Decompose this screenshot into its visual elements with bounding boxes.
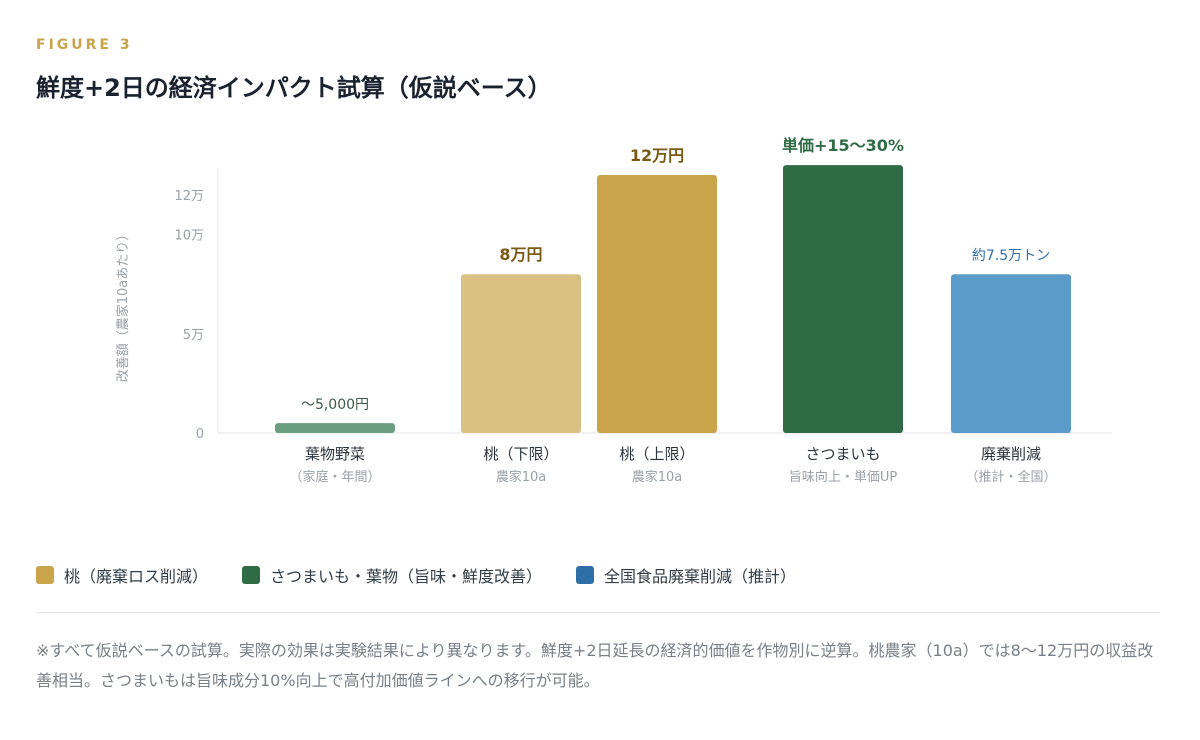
x-tick-label: さつまいも <box>805 445 880 463</box>
data-label: 約7.5万トン <box>972 248 1050 264</box>
legend-swatch-peach <box>36 566 54 584</box>
chart-legend: 桃（廃棄ロス削減） さつまいも・葉物（旨味・鮮度改善） 全国食品廃棄削減（推計） <box>36 563 830 587</box>
footnote: ※すべて仮説ベースの試算。実際の効果は実験結果により異なります。鮮度+2日延長の… <box>36 641 1154 690</box>
bar <box>461 274 581 433</box>
x-tick-sublabel: 旨味向上・単価UP <box>789 469 898 485</box>
x-tick-sublabel: （推計・全国） <box>965 469 1056 485</box>
figure-label: FIGURE 3 <box>36 37 133 53</box>
y-tick-label: 12万 <box>174 189 204 204</box>
y-axis-title: 改善額（農家10aあたり） <box>115 228 131 383</box>
x-tick-sublabel: 農家10a <box>632 469 683 485</box>
y-tick-label: 10万 <box>174 229 204 244</box>
data-label: 単価+15〜30% <box>782 136 904 155</box>
bar <box>783 165 903 434</box>
data-label: 8万円 <box>499 245 542 264</box>
x-tick-sublabel: （家庭・年間） <box>289 469 380 485</box>
legend-label-waste: 全国食品廃棄削減（推計） <box>604 567 797 586</box>
legend-item-waste: 全国食品廃棄削減（推計） <box>576 563 796 587</box>
x-tick-label: 桃（上限） <box>619 445 694 463</box>
legend-item-peach: 桃（廃棄ロス削減） <box>36 563 208 587</box>
data-label: 〜5,000円 <box>301 397 369 413</box>
x-tick-sublabel: 農家10a <box>496 469 547 485</box>
bar <box>275 423 395 433</box>
legend-label-peach: 桃（廃棄ロス削減） <box>64 567 209 586</box>
chart-title: 鮮度+2日の経済インパクト試算（仮説ベース） <box>36 74 552 102</box>
divider <box>36 612 1160 613</box>
legend-swatch-waste <box>576 566 595 584</box>
legend-swatch-sweetpotato <box>242 566 261 584</box>
data-label: 12万円 <box>630 146 684 165</box>
legend-item-sweetpotato: さつまいも・葉物（旨味・鮮度改善） <box>242 563 542 587</box>
bar <box>951 274 1071 433</box>
y-tick-label: 0 <box>196 427 204 442</box>
legend-label-sweetpotato: さつまいも・葉物（旨味・鮮度改善） <box>270 567 543 586</box>
y-tick-label: 5万 <box>183 328 204 343</box>
x-tick-label: 葉物野菜 <box>305 445 365 463</box>
x-tick-label: 廃棄削減 <box>981 445 1041 463</box>
bar <box>597 175 717 433</box>
x-tick-label: 桃（下限） <box>483 445 558 463</box>
